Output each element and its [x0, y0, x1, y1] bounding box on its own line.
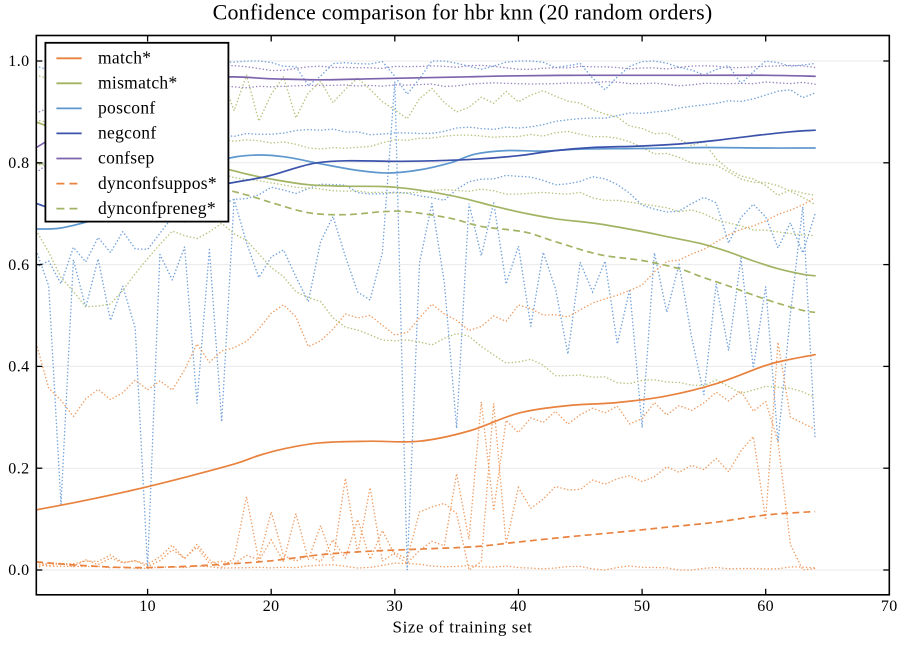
svg-text:60: 60: [757, 598, 774, 615]
svg-text:0.0: 0.0: [8, 562, 29, 579]
svg-text:Confidence comparison for hbr: Confidence comparison for hbr knn (20 ra…: [213, 0, 713, 25]
svg-text:dynconfsuppos*: dynconfsuppos*: [98, 173, 217, 193]
svg-text:1.0: 1.0: [8, 53, 29, 70]
svg-text:match*: match*: [98, 48, 151, 68]
svg-text:0.2: 0.2: [8, 460, 29, 477]
svg-text:confsep: confsep: [98, 148, 155, 168]
svg-text:mismatch*: mismatch*: [98, 73, 178, 93]
svg-text:posconf: posconf: [98, 98, 156, 118]
svg-text:dynconfpreneg*: dynconfpreneg*: [98, 198, 216, 218]
svg-text:negconf: negconf: [98, 123, 156, 143]
svg-text:40: 40: [510, 598, 527, 615]
svg-text:50: 50: [634, 598, 651, 615]
svg-text:20: 20: [263, 598, 280, 615]
svg-text:0.8: 0.8: [8, 155, 29, 172]
svg-text:30: 30: [386, 598, 403, 615]
svg-text:70: 70: [881, 598, 898, 615]
svg-text:0.6: 0.6: [8, 257, 29, 274]
svg-text:0.4: 0.4: [8, 359, 29, 376]
svg-text:10: 10: [139, 598, 156, 615]
svg-text:Size of training set: Size of training set: [393, 618, 533, 637]
